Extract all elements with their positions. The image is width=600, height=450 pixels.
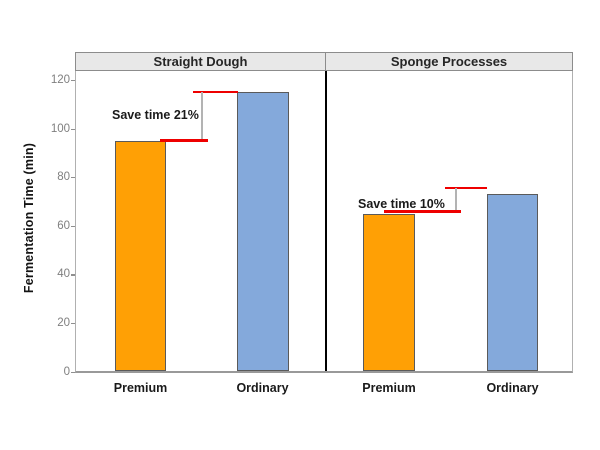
y-tick-mark	[70, 371, 75, 373]
y-tick-label: 0	[63, 365, 70, 378]
panel-header-straight-dough: Straight Dough	[75, 52, 326, 71]
y-tick-label: 80	[57, 171, 70, 184]
savings-bracket-bottom-line-sponge	[384, 210, 461, 213]
x-label-sponge-premium: Premium	[362, 381, 416, 395]
savings-bracket-connector-sponge	[454, 188, 457, 212]
savings-bracket-bottom-line-straight	[160, 139, 208, 142]
y-tick-label: 60	[57, 219, 70, 232]
y-tick-mark	[70, 322, 75, 325]
savings-bracket-connector-straight	[200, 92, 203, 141]
y-tick-mark	[70, 128, 75, 130]
savings-bracket-top-line-sponge	[445, 186, 487, 190]
y-tick-mark	[70, 80, 75, 82]
bar-sponge-premium	[363, 213, 415, 372]
x-label-straight-ordinary: Ordinary	[236, 381, 289, 395]
savings-bracket-top-line-straight	[193, 90, 238, 94]
y-tick-label: 20	[57, 316, 70, 329]
bar-straight-dough-premium	[114, 140, 166, 372]
y-axis-title: Fermentation Time (min)	[22, 142, 36, 294]
x-label-straight-premium: Premium	[113, 381, 168, 395]
y-tick-mark	[70, 177, 75, 179]
y-tick-mark	[70, 225, 75, 228]
annotation-save-time-sponge: Save time 10%	[358, 197, 445, 211]
x-label-sponge-ordinary: Ordinary	[486, 381, 539, 395]
y-tick-label: 100	[50, 122, 70, 135]
y-tick-label: 120	[50, 74, 70, 86]
annotation-save-time-straight: Save time 21%	[112, 108, 199, 122]
panel-header-sponge-processes: Sponge Processes	[325, 52, 573, 71]
bar-sponge-ordinary	[486, 194, 538, 372]
y-tick-mark	[70, 274, 75, 276]
y-tick-label: 40	[57, 268, 70, 281]
panel-divider	[325, 71, 327, 371]
bar-straight-dough-ordinary	[237, 92, 289, 372]
